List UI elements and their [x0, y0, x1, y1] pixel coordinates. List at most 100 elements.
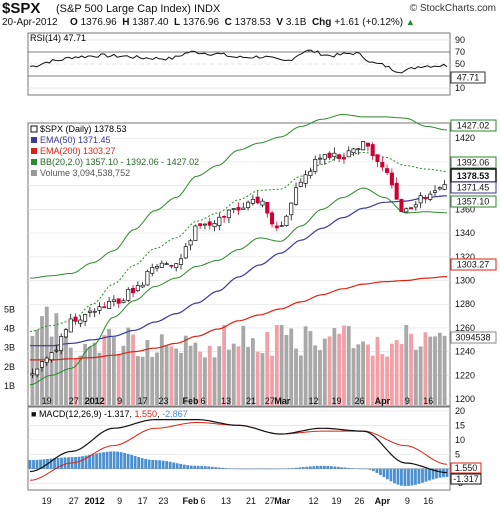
candle-body — [399, 198, 404, 213]
x-axis-label: 16 — [423, 396, 433, 406]
macd-panel — [27, 406, 451, 491]
macd-histogram-bar — [301, 467, 305, 469]
candle-body — [250, 198, 255, 204]
candle-body — [68, 318, 73, 333]
macd-histogram-bar — [203, 466, 207, 469]
candle-body — [404, 208, 409, 213]
macd-histogram-bar — [322, 465, 326, 469]
macd-histogram-bar — [393, 468, 396, 484]
tag-macd-signal-text: 1.550 — [455, 463, 478, 473]
volume-bar — [44, 306, 49, 405]
candle-body — [313, 159, 318, 172]
macd-histogram-bar — [410, 468, 414, 486]
volume-bar — [318, 350, 322, 405]
candle-body — [409, 207, 414, 210]
macd-legend-macd: -1.317 — [104, 409, 130, 419]
candle-body — [150, 267, 155, 274]
macd-histogram-bar — [130, 454, 134, 469]
macd-histogram-bar — [245, 468, 249, 470]
volume-bar — [73, 358, 78, 405]
x-axis-label: 19 — [42, 496, 52, 506]
macd-histogram-bar — [343, 467, 347, 469]
macd-histogram-bar — [259, 468, 263, 470]
x-axis-label: 19 — [331, 396, 341, 406]
rsi-tick-label: 90 — [455, 35, 465, 45]
volume-value: 3.1B — [285, 17, 307, 28]
macd-histogram-bar — [49, 458, 53, 469]
volume-bar — [155, 352, 159, 405]
high-label: H — [122, 17, 130, 28]
candle-body — [169, 264, 174, 267]
volume-bar — [35, 329, 40, 405]
macd-histogram-bar — [361, 468, 365, 470]
macd-histogram-bar — [196, 465, 200, 469]
macd-histogram-bar — [329, 466, 333, 469]
volume-bar — [198, 351, 203, 405]
candle-body — [351, 148, 356, 154]
x-axis-label: 27 — [69, 496, 79, 506]
volume-bar — [428, 336, 433, 405]
volume-bar — [346, 326, 351, 405]
candle-body — [298, 181, 303, 187]
x-axis-label: 19 — [331, 496, 341, 506]
candle-body — [202, 223, 207, 226]
tag-ema50-text: 1371.45 — [457, 183, 490, 193]
volume-bar — [131, 334, 135, 405]
volume-bar — [413, 349, 418, 405]
macd-tick-label: 5 — [455, 449, 460, 459]
volume-bar — [217, 346, 222, 405]
tag-bb-mid-text: 1392.06 — [457, 158, 490, 168]
candle-body — [49, 352, 54, 361]
volume-bar — [342, 325, 346, 405]
macd-histogram-bar — [284, 468, 288, 470]
candle-body — [102, 306, 107, 309]
macd-histogram-bar — [445, 468, 449, 478]
macd-histogram-bar — [256, 468, 260, 470]
rsi-last-tag: 47.71 — [450, 71, 486, 84]
volume-bar — [107, 328, 112, 405]
candle-body — [337, 154, 342, 159]
x-axis-label: 16 — [423, 496, 433, 506]
volume-bar — [231, 343, 236, 405]
volume-bar — [40, 316, 44, 405]
candle-body — [385, 168, 390, 173]
macd-histogram-bar — [372, 468, 375, 472]
macd-histogram-bar — [88, 454, 91, 469]
candle-body — [413, 204, 418, 208]
candle-body — [35, 368, 40, 376]
volume-bar — [380, 354, 385, 405]
macd-histogram-bar — [84, 455, 88, 469]
x-axis-label: 23 — [158, 396, 168, 406]
macd-histogram-bar — [347, 467, 351, 469]
x-axis-label: Feb — [183, 396, 200, 406]
macd-histogram-bar — [186, 465, 190, 469]
macd-histogram-bar — [350, 468, 354, 469]
volume-bar — [92, 342, 97, 405]
candle-body — [308, 170, 313, 176]
tag-volume-text: 3094538 — [455, 333, 490, 343]
volume-bar — [260, 353, 265, 405]
macd-histogram-bar — [228, 468, 232, 469]
macd-histogram-bar — [291, 468, 295, 469]
macd-histogram-bar — [270, 468, 274, 470]
macd-histogram-bar — [421, 468, 424, 483]
volume-bar — [442, 335, 447, 405]
macd-histogram-bar — [189, 465, 193, 469]
candle-body — [154, 266, 160, 269]
volume-bar — [361, 341, 366, 405]
macd-histogram-bar — [428, 468, 431, 481]
change-value: +1.61 (+0.12%) — [334, 17, 404, 28]
candle-body — [428, 193, 433, 200]
symbol: $SPX — [2, 0, 41, 17]
macd-histogram-bar — [431, 468, 435, 480]
macd-histogram-bar — [175, 463, 179, 469]
volume-bar — [265, 331, 270, 405]
close-value: 1378.53 — [234, 17, 271, 28]
macd-histogram-bar — [221, 467, 225, 469]
candle-body — [188, 240, 193, 246]
macd-histogram-bar — [333, 466, 337, 469]
macd-line — [29, 419, 448, 474]
high-value: 1387.40 — [132, 17, 169, 28]
x-axis-label: 21 — [246, 496, 256, 506]
